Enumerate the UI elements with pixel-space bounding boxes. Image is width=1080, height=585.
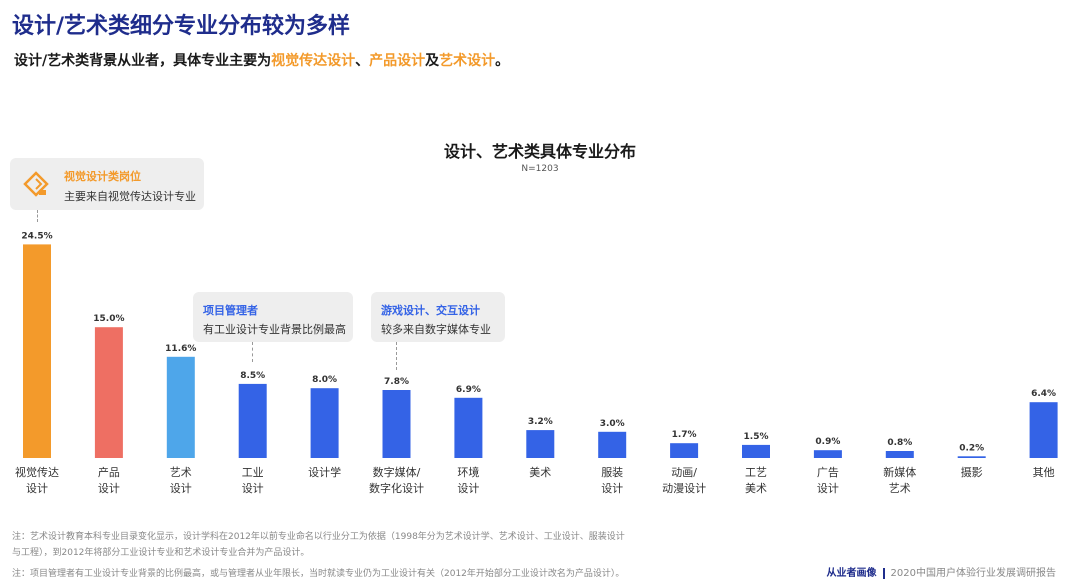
bar-value-label-10: 1.5% <box>744 432 769 442</box>
category-label-14-0: 其他 <box>1033 466 1055 479</box>
callout-visual-title: 视觉设计类岗位 <box>64 170 141 183</box>
category-label-11-0: 广告 <box>817 466 839 479</box>
subtitle-separator: 、 <box>355 53 370 69</box>
bar-value-label-14: 6.4% <box>1031 389 1056 399</box>
bar-5 <box>382 390 411 458</box>
bar-value-label-11: 0.9% <box>815 437 840 447</box>
subtitle-highlight-product: 产品设计 <box>369 53 426 69</box>
callout-game-design: 游戏设计、交互设计 较多来自数字媒体专业 <box>371 292 505 342</box>
bar-0 <box>23 244 51 458</box>
category-label-2-1: 设计 <box>170 482 192 495</box>
page-subtitle: 设计/艺术类背景从业者，具体专业主要为视觉传达设计、产品设计及艺术设计。 <box>14 50 509 70</box>
footnote-1a: 注：艺术设计教育本科专业目录变化显示，设计学科在2012年以前专业命名以行业分工… <box>12 532 625 542</box>
category-label-12-0: 新媒体 <box>883 465 916 479</box>
bar-value-label-0: 24.5% <box>21 231 52 241</box>
callout-visual-design: 视觉设计类岗位 主要来自视觉传达设计专业 <box>10 158 204 210</box>
callout-project-manager: 项目管理者 有工业设计专业背景比例最高 <box>193 292 353 342</box>
bar-13 <box>957 456 986 458</box>
category-label-1-0: 产品 <box>98 465 120 479</box>
footnote-2: 注：项目管理者有工业设计专业背景的比例最高，或与管理者从业年限长，当时就读专业仍… <box>12 569 625 579</box>
bar-6 <box>454 397 483 458</box>
callout-pm-body: 有工业设计专业背景比例最高 <box>203 323 346 336</box>
bar-12 <box>885 451 914 458</box>
bar-3 <box>238 383 267 458</box>
category-label-10-0: 工艺 <box>745 466 767 479</box>
bar-8 <box>598 431 627 458</box>
chart-title: 设计、艺术类具体专业分布 <box>443 142 636 161</box>
bar-11 <box>813 450 842 458</box>
footnote-1b: 与工程），到2012年将部分工业设计专业和艺术设计专业合并为产品设计。 <box>12 548 310 558</box>
category-label-0-0: 视觉传达 <box>15 465 59 479</box>
footer-source: 从业者画像 2020中国用户体验行业发展调研报告 <box>827 564 1056 579</box>
category-label-10-1: 美术 <box>745 482 767 495</box>
bar-14 <box>1029 402 1058 458</box>
bar-value-label-4: 8.0% <box>312 375 337 385</box>
bar-value-label-9: 1.7% <box>672 430 697 440</box>
category-label-6-0: 环境 <box>457 465 479 479</box>
callout-game-body: 较多来自数字媒体专业 <box>381 323 491 336</box>
subtitle-highlight-art: 艺术设计 <box>439 53 496 69</box>
category-label-3-1: 设计 <box>242 482 264 495</box>
bar-value-label-8: 3.0% <box>600 419 625 429</box>
footer-report: 2020中国用户体验行业发展调研报告 <box>890 568 1056 579</box>
page-title: 设计/艺术类细分专业分布较为多样 <box>12 14 351 39</box>
category-label-5-1: 数字化设计 <box>369 481 424 495</box>
category-label-7-0: 美术 <box>529 466 551 479</box>
callout-pm-title: 项目管理者 <box>203 304 258 317</box>
category-label-6-1: 设计 <box>457 482 479 495</box>
bar-value-label-1: 15.0% <box>93 314 124 324</box>
bar-value-label-6: 6.9% <box>456 385 481 395</box>
bar-2 <box>166 356 195 458</box>
category-label-0-1: 设计 <box>26 482 48 495</box>
callout-game-connector <box>396 342 397 370</box>
category-label-8-1: 设计 <box>601 482 623 495</box>
category-label-9-1: 动漫设计 <box>662 481 706 495</box>
category-label-12-1: 艺术 <box>889 482 911 495</box>
diamond-icon <box>23 171 49 197</box>
bar-value-label-5: 7.8% <box>384 377 409 387</box>
category-label-4-0: 设计学 <box>308 465 341 479</box>
category-label-5-0: 数字媒体/ <box>373 465 421 479</box>
callout-game-title: 游戏设计、交互设计 <box>381 304 480 317</box>
subtitle-conjunction: 及 <box>425 53 440 69</box>
subtitle-prefix: 设计/艺术类背景从业者，具体专业主要为 <box>14 53 272 69</box>
category-label-9-0: 动画/ <box>671 466 697 479</box>
category-label-11-1: 设计 <box>817 482 839 495</box>
bar-value-label-12: 0.8% <box>887 438 912 448</box>
category-label-2-0: 艺术 <box>170 466 192 479</box>
bar-1 <box>94 327 123 458</box>
bar-value-label-3: 8.5% <box>240 371 265 381</box>
category-label-8-0: 服装 <box>601 466 623 479</box>
bar-value-label-7: 3.2% <box>528 417 553 427</box>
callout-pm-connector <box>252 342 253 362</box>
bar-10 <box>742 444 770 458</box>
bar-4 <box>310 388 339 458</box>
subtitle-end: 。 <box>495 53 510 69</box>
footer-divider <box>882 567 885 579</box>
category-label-13-0: 摄影 <box>961 465 983 479</box>
bar-value-label-13: 0.2% <box>959 443 984 453</box>
category-label-1-1: 设计 <box>98 482 120 495</box>
bar-7 <box>526 430 555 458</box>
bar-9 <box>670 443 699 458</box>
bar-value-label-2: 11.6% <box>165 344 196 354</box>
callout-visual-body: 主要来自视觉传达设计专业 <box>64 190 196 203</box>
footer-brand: 从业者画像 <box>826 568 877 579</box>
callout-visual-connector <box>37 210 38 222</box>
chart-sample-size: N=1203 <box>521 164 559 174</box>
subtitle-highlight-visual: 视觉传达设计 <box>271 53 356 69</box>
category-label-3-0: 工业 <box>242 466 264 479</box>
